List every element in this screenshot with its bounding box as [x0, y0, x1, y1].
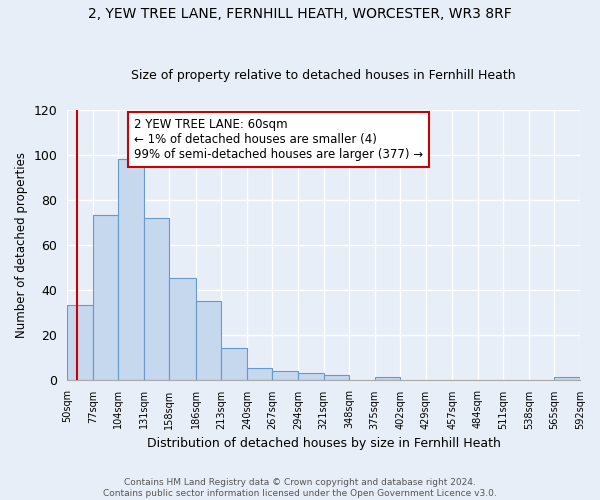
- Text: Contains HM Land Registry data © Crown copyright and database right 2024.
Contai: Contains HM Land Registry data © Crown c…: [103, 478, 497, 498]
- Bar: [144, 218, 169, 380]
- X-axis label: Distribution of detached houses by size in Fernhill Heath: Distribution of detached houses by size …: [146, 437, 500, 450]
- Bar: [196, 301, 221, 380]
- Bar: [272, 370, 298, 380]
- Title: Size of property relative to detached houses in Fernhill Heath: Size of property relative to detached ho…: [131, 69, 516, 82]
- Bar: [554, 378, 580, 380]
- Bar: [323, 375, 349, 380]
- Bar: [374, 378, 400, 380]
- Bar: [221, 348, 247, 380]
- Bar: [118, 159, 144, 380]
- Bar: [169, 278, 196, 380]
- Text: 2, YEW TREE LANE, FERNHILL HEATH, WORCESTER, WR3 8RF: 2, YEW TREE LANE, FERNHILL HEATH, WORCES…: [88, 8, 512, 22]
- Bar: [247, 368, 272, 380]
- Bar: [67, 306, 93, 380]
- Bar: [93, 216, 118, 380]
- Y-axis label: Number of detached properties: Number of detached properties: [15, 152, 28, 338]
- Bar: [298, 373, 323, 380]
- Text: 2 YEW TREE LANE: 60sqm
← 1% of detached houses are smaller (4)
99% of semi-detac: 2 YEW TREE LANE: 60sqm ← 1% of detached …: [134, 118, 423, 160]
